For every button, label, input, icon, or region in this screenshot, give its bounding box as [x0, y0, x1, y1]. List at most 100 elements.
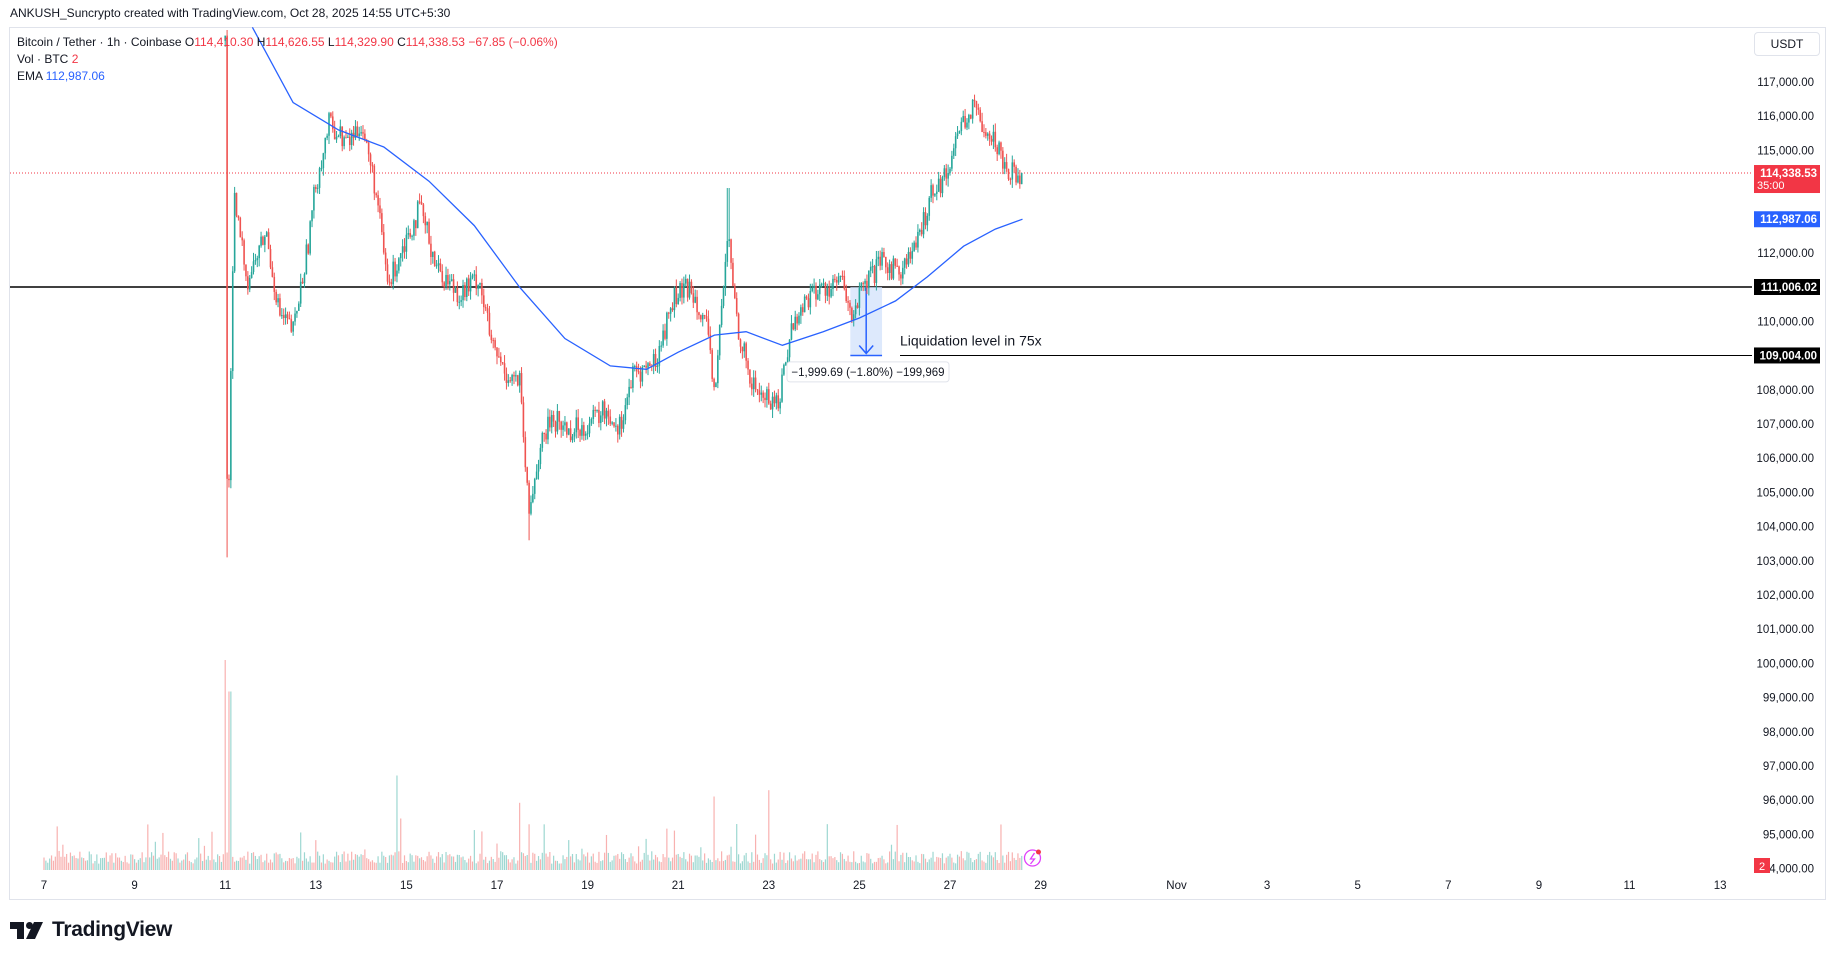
volume-bar: [186, 852, 189, 870]
volume-bar: [654, 854, 657, 870]
volume-bar: [966, 851, 968, 870]
candle-body: [1002, 150, 1004, 169]
volume-bar: [164, 855, 166, 870]
last-price-badge: 114,338.53: [1760, 168, 1817, 180]
candle-body: [911, 250, 914, 259]
candle-body: [250, 271, 253, 278]
candle-body: [739, 339, 742, 347]
volume-bar: [628, 857, 630, 870]
candle-body: [673, 287, 676, 311]
volume-bar: [266, 853, 268, 870]
volume-bar: [490, 856, 492, 870]
candle-body: [226, 35, 228, 479]
candle-body: [556, 410, 559, 432]
level2-price-badge: 109,004.00: [1759, 350, 1817, 362]
candle-body: [265, 232, 268, 237]
candle-body: [271, 267, 274, 277]
candle-body: [490, 334, 493, 341]
candle-body: [530, 502, 532, 514]
volume-bar: [173, 852, 175, 870]
volume-bar: [152, 855, 155, 870]
candle-body: [345, 137, 347, 139]
volume-bar: [1000, 824, 1002, 870]
high-label: H: [256, 35, 266, 49]
volume-bar: [581, 848, 583, 870]
volume-bar: [315, 840, 317, 870]
candle-body: [856, 305, 859, 308]
candle-body: [413, 220, 415, 236]
low-label: L: [327, 35, 335, 49]
ema-line[interactable]: [251, 26, 1023, 370]
chart-frame[interactable]: [9, 27, 1826, 900]
volume-bar: [768, 790, 770, 870]
volume-bar: [477, 861, 479, 870]
volume-bar: [201, 861, 204, 870]
candle-body: [656, 365, 659, 368]
volume-bar: [613, 855, 615, 870]
volume-label[interactable]: Vol · BTC: [17, 52, 69, 66]
candle-body: [264, 236, 266, 245]
volume-bar: [541, 852, 543, 870]
volume-bar: [177, 858, 179, 870]
candle-body: [828, 287, 830, 297]
volume-bar: [394, 852, 396, 870]
tradingview-logo[interactable]: TradingView: [10, 918, 172, 942]
candle-body: [698, 312, 700, 316]
volume-bar: [50, 855, 53, 870]
volume-bar: [420, 857, 423, 870]
candle-body: [439, 263, 442, 272]
time-tick-label: 15: [400, 880, 413, 892]
volume-bar: [481, 831, 483, 870]
volume-bar: [526, 854, 528, 870]
time-tick-label: 13: [1714, 880, 1727, 892]
candle-body: [575, 417, 578, 433]
candle-body: [367, 142, 370, 155]
candle-body: [669, 308, 672, 314]
candle-body: [760, 392, 763, 395]
volume-bar: [269, 859, 272, 870]
currency-selector[interactable]: USDT: [1754, 32, 1820, 56]
candle-body: [732, 262, 734, 286]
volume-bar: [369, 861, 372, 870]
candle-body: [724, 261, 727, 289]
time-tick-label: 5: [1354, 880, 1360, 892]
price-tick-label: 108,000.00: [1756, 385, 1814, 397]
candle-body: [488, 312, 491, 335]
volume-bar: [858, 862, 860, 870]
volume-bar: [464, 860, 466, 870]
volume-bar: [649, 860, 651, 870]
candle-body: [456, 287, 459, 303]
last-price-badge-countdown: 35:00: [1757, 180, 1785, 192]
volume-bar: [1004, 862, 1006, 870]
volume-bar: [862, 861, 864, 870]
volume-bar: [815, 854, 817, 870]
volume-bar: [417, 855, 419, 870]
candle-body: [907, 251, 910, 265]
candle-body: [600, 415, 602, 423]
symbol-label[interactable]: Bitcoin / Tether · 1h · Coinbase: [17, 35, 182, 49]
candle-body: [471, 275, 474, 278]
volume-bar: [945, 857, 947, 870]
ema-label[interactable]: EMA: [17, 69, 43, 83]
volume-bar: [607, 852, 609, 870]
candle-body: [679, 283, 681, 298]
candle-body: [596, 409, 598, 411]
volume-bar: [939, 857, 942, 870]
volume-bar: [122, 861, 124, 870]
volume-bar: [577, 859, 579, 870]
volume-bar: [447, 855, 449, 870]
volume-bar: [839, 852, 842, 870]
volume-bar: [564, 859, 566, 870]
candle-body: [405, 234, 408, 252]
volume-bar: [403, 855, 406, 870]
lightning-icon[interactable]: [1023, 849, 1042, 867]
volume-bar: [749, 862, 751, 870]
volume-bar: [915, 855, 917, 870]
candle-body: [845, 288, 847, 302]
candle-body: [320, 168, 323, 170]
candle-body: [407, 233, 410, 235]
volume-bar: [522, 853, 525, 870]
volume-bar: [668, 857, 670, 870]
volume-bar: [137, 859, 139, 870]
